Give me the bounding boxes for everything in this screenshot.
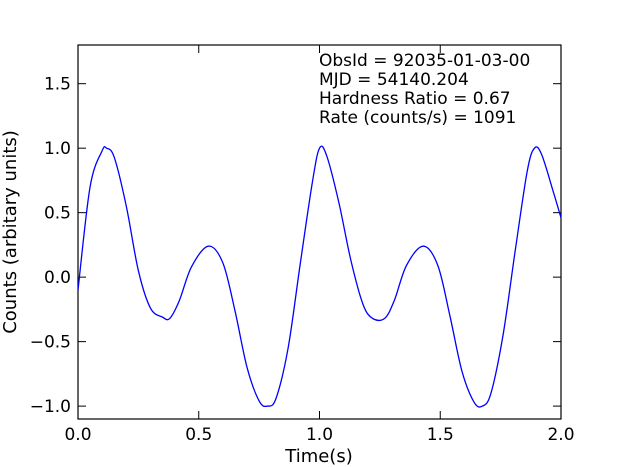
y-tick-label: −0.5	[30, 333, 71, 353]
x-axis-title: Time(s)	[284, 446, 352, 467]
x-tick-label: 0.0	[64, 425, 91, 445]
y-tick-label: 1.5	[44, 75, 71, 95]
y-tick-label: −1.0	[30, 397, 71, 417]
y-tick-label: 0.5	[44, 204, 71, 224]
annotation-line: MJD = 54140.204	[319, 70, 469, 90]
y-axis-title: Counts (arbitary units)	[0, 130, 21, 334]
series-line	[77, 145, 562, 408]
annotation-line: ObsId = 92035-01-03-00	[319, 51, 530, 71]
x-tick-label: 2.0	[547, 425, 574, 445]
x-tick-label: 0.5	[185, 425, 212, 445]
annotation-line: Rate (counts/s) = 1091	[319, 108, 516, 128]
y-tick-label: 1.0	[44, 139, 71, 159]
y-tick-label: 0.0	[44, 268, 71, 288]
axis-ticks: 0.0 0.5 1.0 1.5 2.0 −1.0 −0.5 0.0 0.5 1.0 1.5	[30, 45, 575, 445]
x-tick-label: 1.5	[427, 425, 454, 445]
annotation-line: Hardness Ratio = 0.67	[319, 89, 511, 109]
x-tick-label: 1.0	[306, 425, 333, 445]
